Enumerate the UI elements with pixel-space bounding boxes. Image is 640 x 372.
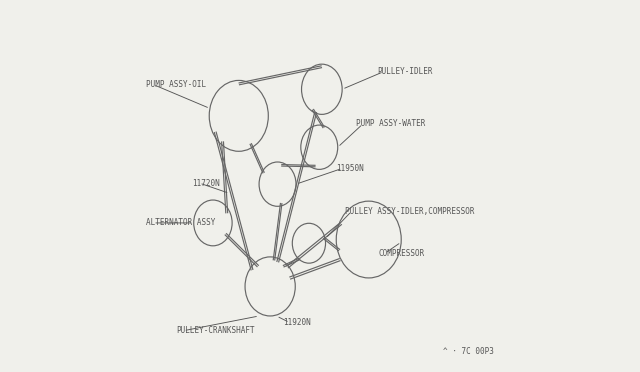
Text: PUMP ASSY-WATER: PUMP ASSY-WATER bbox=[356, 119, 426, 128]
Text: PUMP ASSY-OIL: PUMP ASSY-OIL bbox=[147, 80, 207, 89]
Text: ALTERNATOR ASSY: ALTERNATOR ASSY bbox=[147, 218, 216, 227]
Text: PULLEY-CRANKSHAFT: PULLEY-CRANKSHAFT bbox=[177, 326, 255, 335]
Text: PULLEY-IDLER: PULLEY-IDLER bbox=[377, 67, 433, 76]
Text: 11720N: 11720N bbox=[193, 179, 220, 187]
Text: 11950N: 11950N bbox=[336, 164, 364, 173]
Text: PULLEY ASSY-IDLER,COMPRESSOR: PULLEY ASSY-IDLER,COMPRESSOR bbox=[345, 206, 475, 216]
Text: 11920N: 11920N bbox=[283, 318, 311, 327]
Text: ^ · 7C 00P3: ^ · 7C 00P3 bbox=[443, 347, 493, 356]
Text: COMPRESSOR: COMPRESSOR bbox=[378, 249, 424, 258]
